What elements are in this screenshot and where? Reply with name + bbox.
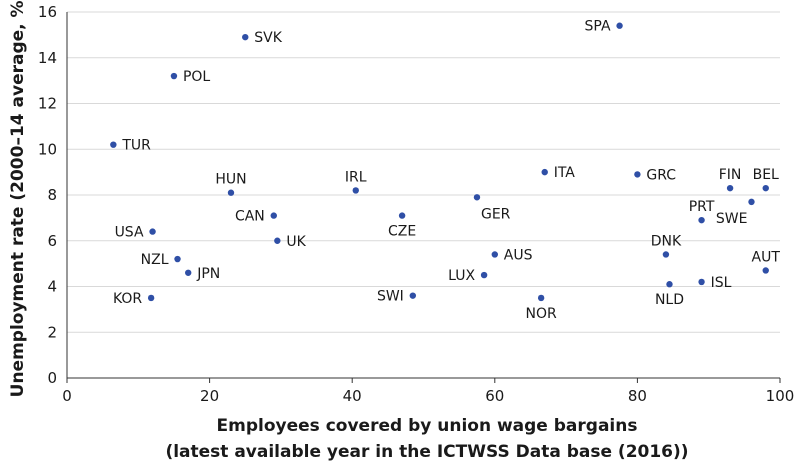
point-labels: SPA SVK POL TUR HUN IRL ITA GRC FIN BEL GER CAN CZE S… [113,19,780,322]
point-label-spa: SPA [585,19,611,35]
data-point-can [270,212,277,219]
data-point-svk [242,33,249,41]
point-label-swi: SWI [377,289,404,305]
x-tick-labels: 0 20 40 60 80 100 [62,387,794,405]
data-point-nor [537,294,545,302]
point-label-fin: FIN [719,167,742,183]
point-label-nzl: NZL [141,252,169,268]
data-point-bel [762,184,769,192]
axes [66,12,781,383]
point-label-kor: KOR [113,291,142,307]
data-point-aus [491,251,498,258]
data-point-nld [666,281,673,288]
point-label-ita: ITA [554,165,576,181]
point-label-aut: AUT [752,249,781,265]
x-tick-label: 60 [485,387,504,405]
point-label-ger: GER [481,206,511,222]
y-tick-label: 10 [38,140,57,158]
data-point-irl [352,187,359,194]
point-label-uk: UK [286,234,306,250]
data-point-usa [149,228,156,235]
point-label-grc: GRC [646,167,676,183]
x-tick-label: 0 [62,387,72,405]
x-axis-title-line1: Employees covered by union wage bargains [217,416,638,436]
data-point-kor [147,294,155,302]
x-axis-title-line2: (latest available year in the ICTWSS Dat… [165,442,688,462]
point-label-nor: NOR [526,306,557,322]
point-label-svk: SVK [254,30,282,46]
data-point-prt [698,216,705,224]
data-point-aut [762,267,769,274]
data-point-pol [170,72,178,80]
point-label-tur: TUR [121,138,151,154]
data-point-lux [480,271,488,279]
y-tick-label: 8 [47,186,57,204]
y-tick-label: 0 [47,369,57,387]
y-tick-label: 16 [38,3,57,21]
data-point-nzl [174,255,181,263]
data-point-isl [698,278,705,286]
point-label-can: CAN [235,209,265,225]
data-point-grc [634,171,641,178]
y-tick-label: 4 [47,278,57,296]
point-label-swe: SWE [716,211,748,227]
point-label-usa: USA [115,225,144,241]
point-label-hun: HUN [215,172,246,188]
data-point-cze [398,212,406,219]
data-point-fin [726,184,734,192]
point-label-jpn: JPN [196,266,220,282]
data-points [110,22,769,302]
point-label-pol: POL [183,69,210,85]
grid-lines [67,11,780,333]
data-point-dnk [662,251,670,258]
x-tick-label: 20 [200,387,219,405]
data-point-spa [616,22,623,29]
y-tick-label: 6 [47,232,57,250]
y-tick-label: 14 [38,49,57,67]
data-point-swi [409,292,417,299]
point-label-isl: ISL [711,275,732,291]
point-label-prt: PRT [689,199,715,215]
point-label-cze: CZE [388,224,416,240]
point-label-nld: NLD [655,292,684,308]
data-point-hun [227,189,235,196]
point-label-aus: AUS [504,247,533,263]
data-point-jpn [185,269,192,276]
y-tick-label: 12 [38,95,57,113]
x-tick-label: 40 [343,387,362,405]
point-label-dnk: DNK [651,233,682,249]
y-tick-label: 2 [47,323,57,341]
data-point-ger [473,194,481,201]
point-label-bel: BEL [753,167,779,183]
point-label-lux: LUX [448,268,475,284]
data-point-ita [541,168,548,176]
data-point-tur [110,141,117,148]
y-tick-labels: 0 2 4 6 8 10 12 14 16 [38,3,57,387]
x-tick-label: 80 [628,387,647,405]
x-tick-label: 100 [766,387,795,405]
point-label-irl: IRL [345,169,367,185]
data-point-uk [274,237,281,244]
data-point-swe [748,198,755,206]
y-axis-title: Unemployment rate (2000–14 average, %) [8,0,28,397]
